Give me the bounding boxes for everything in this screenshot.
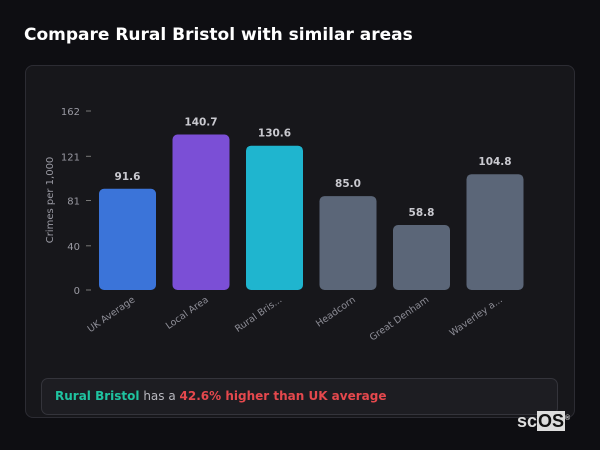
y-axis-label: Crimes per 1,000 xyxy=(45,157,56,244)
data-label: 58.8 xyxy=(409,207,435,219)
bar xyxy=(466,174,524,290)
x-tick-label: Great Denham xyxy=(368,294,431,343)
bar xyxy=(393,225,450,290)
data-label: 140.7 xyxy=(184,117,217,129)
data-label: 104.8 xyxy=(478,156,511,168)
x-tick-label: Rural Bris... xyxy=(233,294,284,334)
x-tick-label: Headcorn xyxy=(314,294,358,329)
comparison-value: 42.6% higher than UK average xyxy=(179,389,387,403)
note-text: has a xyxy=(139,389,180,403)
logo: scOS® xyxy=(517,411,571,431)
x-tick-label: Waverley a... xyxy=(448,294,505,339)
data-label: 91.6 xyxy=(115,171,141,183)
bar xyxy=(172,134,230,290)
bar xyxy=(99,188,156,290)
area-name: Rural Bristol xyxy=(55,389,140,403)
data-label: 85.0 xyxy=(335,178,361,190)
data-label: 130.6 xyxy=(258,128,291,140)
x-tick-label: UK Average xyxy=(86,294,138,335)
page-title: Compare Rural Bristol with similar areas xyxy=(24,25,413,45)
x-tick-label: Local Area xyxy=(164,294,211,331)
y-tick-label: 0 xyxy=(74,286,80,297)
y-tick-label: 81 xyxy=(67,197,80,208)
bar xyxy=(246,145,303,290)
comparison-note: Rural Bristol has a 42.6% higher than UK… xyxy=(41,378,558,415)
y-tick-label: 162 xyxy=(61,107,80,118)
y-tick-label: 121 xyxy=(61,152,80,163)
y-tick-label: 40 xyxy=(67,242,80,253)
bar xyxy=(319,196,377,290)
